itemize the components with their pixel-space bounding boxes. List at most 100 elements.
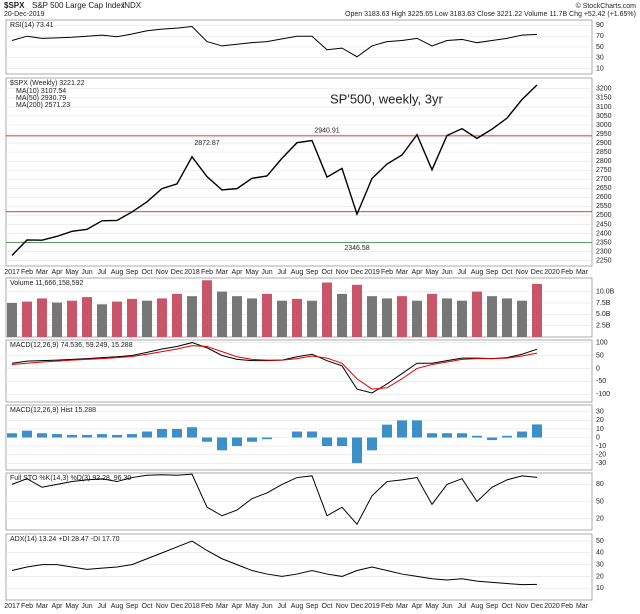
bar [7, 433, 17, 438]
x-tick-label: Sep [486, 269, 499, 276]
panel-title: ADX(14) 13.24 +DI 28.47 -DI 17.70 [10, 536, 120, 543]
y-tick-label: -50 [596, 378, 606, 385]
x-tick-label: Feb [381, 269, 393, 276]
bar [382, 298, 392, 337]
bar [502, 435, 512, 438]
x-tick-label: Feb [561, 603, 573, 610]
x-tick-label: Mar [216, 269, 229, 276]
x-tick-label: Jun [441, 603, 452, 610]
x-tick-label: Mar [36, 603, 49, 610]
y-tick-label: 2500 [596, 212, 612, 219]
bar [397, 296, 407, 337]
series-line [11, 473, 538, 526]
y-tick-label: 10 [596, 585, 604, 592]
bar [127, 298, 137, 337]
annotation: SP'500, weekly, 3yr [330, 91, 443, 106]
bar [532, 283, 542, 337]
bar [112, 301, 122, 337]
legend-entry: MA(200) 2571.23 [16, 102, 70, 109]
bar [37, 298, 47, 337]
x-tick-label: Aug [111, 603, 124, 610]
y-tick-label: 0 [596, 365, 600, 372]
price-label: 2346.58 [344, 245, 369, 252]
bar [427, 433, 437, 438]
x-tick-label: 2020 [544, 603, 560, 610]
bar [97, 434, 107, 438]
x-tick-label: Nov [336, 269, 349, 276]
y-tick-label: 3200 [596, 86, 612, 93]
bar [97, 304, 107, 337]
bar [322, 437, 332, 447]
x-tick-label: Dec [171, 269, 184, 276]
bar [67, 300, 77, 337]
x-tick-label: May [425, 603, 439, 610]
bar [202, 280, 212, 337]
y-tick-label: 70 [596, 33, 604, 40]
y-tick-label: 30 [596, 561, 604, 568]
legend-entry: MA(10) 3107.54 [16, 88, 66, 95]
x-tick-label: Apr [52, 603, 64, 610]
x-tick-label: Sep [306, 603, 319, 610]
bar [202, 437, 212, 442]
x-tick-label: Feb [201, 603, 213, 610]
y-tick-label: 2250 [596, 257, 612, 264]
bar [502, 298, 512, 337]
bar [427, 293, 437, 337]
x-tick-label: Feb [381, 603, 393, 610]
bar [187, 296, 197, 337]
panel-title: $SPX (Weekly) 3221.22 [10, 80, 85, 87]
bar [142, 431, 152, 438]
panel-title: MACD(12,26,9) 74.536, 59.249, 15.288 [10, 342, 133, 349]
x-tick-label: Nov [156, 603, 169, 610]
x-tick-label: Dec [171, 603, 184, 610]
x-tick-label: Apr [52, 269, 64, 276]
x-tick-label: Jul [458, 269, 467, 276]
x-tick-label: Aug [471, 603, 484, 610]
y-tick-label: -20 [596, 451, 606, 458]
bar [517, 300, 527, 337]
bar [457, 433, 467, 438]
panel-title: Volume 11,666,158,592 [10, 280, 84, 287]
x-tick-label: Apr [412, 269, 424, 276]
bar [352, 284, 362, 337]
price-label: 2940.91 [314, 128, 339, 135]
x-tick-label: Aug [471, 269, 484, 276]
bar [22, 301, 32, 337]
x-tick-label: 2018 [184, 603, 200, 610]
index-name: S&P 500 Large Cap Index [32, 1, 125, 10]
bar [172, 428, 182, 438]
y-tick-label: 2550 [596, 203, 612, 210]
y-tick-label: 2350 [596, 239, 612, 246]
x-tick-label: Oct [322, 269, 333, 276]
x-tick-label: Jun [261, 603, 272, 610]
x-tick-label: Jul [278, 269, 287, 276]
x-tick-label: 2017 [4, 269, 20, 276]
x-tick-label: Jul [458, 603, 467, 610]
x-tick-label: 2017 [4, 603, 20, 610]
x-tick-label: Nov [156, 269, 169, 276]
x-tick-label: Jul [278, 603, 287, 610]
x-tick-label: Mar [216, 603, 229, 610]
bar [442, 433, 452, 438]
y-tick-label: 2950 [596, 131, 612, 138]
x-tick-label: Jun [81, 603, 92, 610]
x-tick-label: Dec [351, 269, 364, 276]
panel-title: RSI(14) 73.41 [10, 22, 54, 29]
x-tick-label: Sep [306, 269, 319, 276]
x-tick-label: Nov [516, 603, 529, 610]
x-tick-label: Aug [111, 269, 124, 276]
y-tick-label: 20 [596, 417, 604, 424]
bar [82, 297, 92, 337]
bar [367, 296, 377, 337]
x-tick-label: Jul [98, 269, 107, 276]
x-tick-label: Dec [531, 603, 544, 610]
y-tick-label: -30 [596, 460, 606, 467]
x-tick-label: Sep [486, 603, 499, 610]
y-tick-label: 50 [596, 538, 604, 545]
bar [172, 293, 182, 337]
y-tick-label: 2750 [596, 167, 612, 174]
x-tick-label: Feb [21, 269, 33, 276]
bar [262, 437, 272, 440]
bar [22, 430, 32, 438]
